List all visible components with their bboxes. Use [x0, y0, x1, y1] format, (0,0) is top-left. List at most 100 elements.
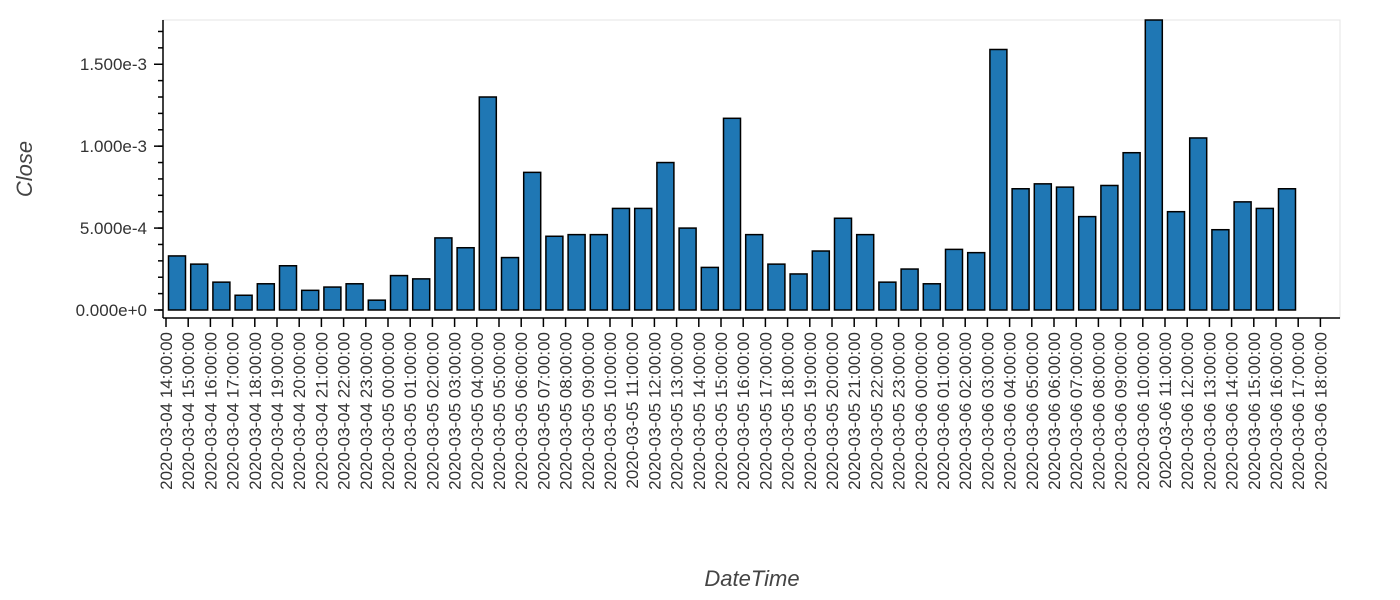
bar-26: [744, 233, 764, 311]
bar-27: [767, 263, 786, 311]
x-tick-label-27: 2020-03-05 17:00:00: [756, 332, 775, 490]
bar-48: [1233, 201, 1252, 311]
x-tick-label-6: 2020-03-04 20:00:00: [290, 332, 309, 490]
bar-43: [1122, 151, 1141, 311]
x-tick-label-8: 2020-03-04 22:00:00: [335, 332, 354, 490]
y-tick-label-3: 1.500e-3: [80, 55, 147, 74]
x-tick-label-1: 2020-03-04 15:00:00: [179, 332, 198, 490]
y-tick-label-1: 5.000e-4: [80, 219, 147, 238]
bar-18: [567, 233, 586, 311]
x-tick-label-51: 2020-03-06 17:00:00: [1289, 332, 1308, 490]
bar-47: [1211, 228, 1230, 311]
x-tick-label-30: 2020-03-05 20:00:00: [823, 332, 842, 490]
bar-14: [478, 96, 498, 311]
x-tick-label-10: 2020-03-05 00:00:00: [379, 332, 398, 490]
x-tick-label-38: 2020-03-06 04:00:00: [1001, 332, 1020, 490]
x-tick-label-2: 2020-03-04 16:00:00: [201, 332, 220, 490]
x-tick-label-44: 2020-03-06 10:00:00: [1134, 332, 1153, 490]
x-tick-label-46: 2020-03-06 12:00:00: [1178, 332, 1197, 490]
x-tick-label-50: 2020-03-06 16:00:00: [1267, 332, 1286, 490]
x-tick-label-9: 2020-03-04 23:00:00: [357, 332, 376, 490]
y-axis: 0.000e+0 5.000e-4 1.000e-3 1.500e-3: [76, 20, 164, 320]
bar-35: [944, 248, 964, 311]
x-tick-label-0: 2020-03-04 14:00:00: [157, 332, 176, 490]
bar-39: [1033, 183, 1053, 311]
bar-36: [966, 251, 986, 311]
bar-44: [1144, 19, 1164, 311]
x-tick-label-14: 2020-03-05 04:00:00: [468, 332, 487, 490]
bars-layer: [167, 19, 1297, 311]
x-tick-label-21: 2020-03-05 11:00:00: [623, 332, 642, 489]
bar-40: [1055, 186, 1075, 311]
bar-11: [411, 278, 431, 311]
x-tick-label-7: 2020-03-04 21:00:00: [312, 332, 331, 490]
x-axis-label: DateTime: [704, 566, 799, 591]
x-tick-label-45: 2020-03-06 11:00:00: [1156, 332, 1175, 489]
x-tick-label-12: 2020-03-05 02:00:00: [423, 332, 442, 490]
bar-16: [522, 171, 542, 311]
x-tick-label-41: 2020-03-06 07:00:00: [1067, 332, 1086, 490]
bar-33: [900, 268, 919, 311]
bar-32: [878, 281, 897, 311]
x-tick-label-49: 2020-03-06 15:00:00: [1245, 332, 1264, 490]
bar-42: [1100, 184, 1119, 311]
y-tick-label-0: 0.000e+0: [76, 301, 147, 320]
bar-9: [367, 299, 387, 311]
bar-17: [545, 235, 564, 311]
bar-22: [656, 161, 675, 311]
x-tick-label-13: 2020-03-05 03:00:00: [446, 332, 465, 490]
x-tick-label-33: 2020-03-05 23:00:00: [890, 332, 909, 490]
bar-41: [1077, 215, 1097, 311]
x-tick-label-47: 2020-03-06 13:00:00: [1200, 332, 1219, 490]
x-tick-label-29: 2020-03-05 19:00:00: [801, 332, 820, 490]
x-tick-label-17: 2020-03-05 07:00:00: [534, 332, 553, 490]
x-tick-label-40: 2020-03-06 06:00:00: [1045, 332, 1064, 490]
bar-5: [278, 265, 298, 311]
bar-1: [189, 263, 209, 311]
x-tick-label-24: 2020-03-05 14:00:00: [690, 332, 709, 490]
bar-34: [922, 283, 942, 311]
x-tick-label-52: 2020-03-06 18:00:00: [1311, 332, 1330, 490]
y-tick-label-2: 1.000e-3: [80, 137, 147, 156]
bar-15: [500, 256, 520, 311]
bar-50: [1277, 188, 1297, 311]
bar-29: [811, 250, 831, 311]
bar-25: [722, 117, 742, 311]
bar-24: [700, 266, 720, 311]
bar-28: [789, 273, 808, 311]
x-tick-label-18: 2020-03-05 08:00:00: [557, 332, 576, 490]
bar-45: [1166, 210, 1186, 311]
bar-31: [855, 233, 875, 311]
bar-10: [389, 274, 409, 311]
x-tick-label-11: 2020-03-05 01:00:00: [401, 332, 420, 490]
bar-13: [456, 246, 475, 311]
x-tick-label-26: 2020-03-05 16:00:00: [734, 332, 753, 490]
x-tick-label-34: 2020-03-06 00:00:00: [912, 332, 931, 490]
bar-46: [1188, 137, 1208, 311]
x-tick-label-42: 2020-03-06 08:00:00: [1089, 332, 1108, 490]
x-tick-label-36: 2020-03-06 02:00:00: [956, 332, 975, 490]
bar-2: [212, 281, 231, 311]
bar-6: [300, 289, 320, 311]
bar-49: [1255, 207, 1275, 311]
x-tick-label-32: 2020-03-05 22:00:00: [867, 332, 886, 490]
bar-21: [633, 207, 653, 311]
bar-19: [589, 233, 609, 311]
bar-12: [434, 237, 453, 311]
bar-0: [167, 255, 187, 311]
x-tick-label-19: 2020-03-05 09:00:00: [579, 332, 598, 490]
x-tick-label-15: 2020-03-05 05:00:00: [490, 332, 509, 490]
x-tick-label-16: 2020-03-05 06:00:00: [512, 332, 531, 490]
x-tick-label-31: 2020-03-05 21:00:00: [845, 332, 864, 490]
x-tick-label-28: 2020-03-05 18:00:00: [779, 332, 798, 490]
x-tick-label-39: 2020-03-06 05:00:00: [1023, 332, 1042, 490]
bar-38: [1011, 188, 1030, 311]
x-tick-label-37: 2020-03-06 03:00:00: [978, 332, 997, 490]
x-tick-label-5: 2020-03-04 19:00:00: [268, 332, 287, 490]
x-tick-label-3: 2020-03-04 17:00:00: [224, 332, 243, 490]
x-tick-label-22: 2020-03-05 12:00:00: [645, 332, 664, 490]
x-tick-label-43: 2020-03-06 09:00:00: [1112, 332, 1131, 490]
x-tick-label-20: 2020-03-05 10:00:00: [601, 332, 620, 490]
bar-8: [345, 283, 364, 311]
